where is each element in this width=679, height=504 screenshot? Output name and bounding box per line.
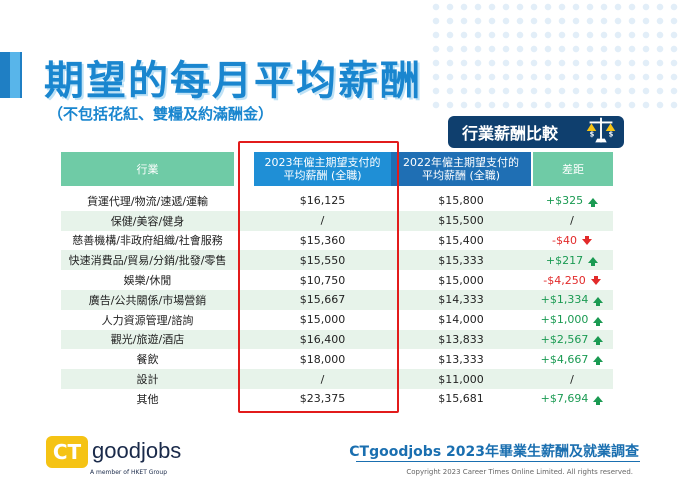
cell-industry: 娛樂/休閒 [123,274,172,288]
cell-difference: / [531,214,613,227]
cell-difference: +$1,000 [531,313,613,326]
page-title: 期望的每月平均薪酬 [44,58,422,104]
difference-value: +$217 [545,253,584,267]
table-row: 貨運代理/物流/速遞/運輸 $16,125 $15,800 +$325 [61,191,613,211]
badge-label: 行業薪酬比較 [462,124,559,143]
table-row: 餐飲 $18,000 $13,333 +$4,667 [61,349,613,369]
cell-2022-salary: $15,400 [438,233,484,247]
difference-value: +$7,694 [540,392,589,406]
cell-industry: 人力資源管理/諮詢 [101,313,194,327]
column-header-industry: 行業 [61,152,234,186]
difference-value: -$40 [552,233,577,247]
table-row: 人力資源管理/諮詢 $15,000 $14,000 +$1,000 [61,310,613,330]
column-header-2022: 2022年僱主期望支付的 平均薪酬 (全職) [391,152,531,186]
arrow-up-icon [593,356,604,366]
arrow-up-icon [588,257,599,267]
cell-difference: -$40 [531,234,613,247]
copyright-text: Copyright 2023 Career Times Online Limit… [406,468,633,476]
arrow-up-icon [593,336,604,346]
table-row: 快速消費品/貿易/分銷/批發/零售 $15,550 $15,333 +$217 [61,250,613,271]
cell-industry: 保健/美容/健身 [110,214,185,228]
cell-2023-salary: $16,125 [299,194,346,208]
cell-industry: 貨運代理/物流/速遞/運輸 [86,194,209,208]
cell-2022-salary: $13,333 [438,352,484,366]
cell-difference: +$7,694 [531,392,613,405]
cell-2022-salary: $15,500 [438,214,484,228]
table-row: 保健/美容/健身 / $15,500 / [61,210,613,231]
cell-difference: +$2,567 [531,333,613,346]
money-scale-icon: $ $ [586,117,616,143]
column-header-2023: 2023年僱主期望支付的 平均薪酬 (全職) [254,152,391,186]
cell-2023-salary: $15,667 [299,293,346,307]
cell-2022-salary: $15,333 [438,253,484,267]
survey-title: CTgoodjobs 2023年畢業生薪酬及就業調查 [349,444,639,460]
svg-text:$: $ [590,131,595,139]
cell-2022-salary: $13,833 [438,332,484,346]
title-accent-bar-light [10,52,20,98]
logo-member-text: A member of HKET Group [90,469,168,476]
difference-value: +$4,667 [540,352,589,366]
table-row: 觀光/旅遊/酒店 $16,400 $13,833 +$2,567 [61,329,613,350]
cell-2023-salary: $10,750 [299,273,346,287]
logo-ct-mark: CT [46,436,88,468]
cell-industry: 慈善機構/非政府組織/社會服務 [72,234,223,248]
difference-value: / [570,214,574,228]
table-header: 行業 2023年僱主期望支付的 平均薪酬 (全職) 2022年僱主期望支付的 平… [61,152,613,188]
background-dot-pattern [429,0,679,110]
page-subtitle: （不包括花紅、雙糧及約滿酬金） [48,105,274,123]
arrow-down-icon [590,276,601,286]
difference-value: -$4,250 [543,273,586,287]
cell-2023-salary: $23,375 [299,392,346,406]
cell-industry: 餐飲 [136,353,159,367]
cell-2022-salary: $15,000 [438,273,484,287]
cell-2022-salary: $14,000 [438,313,484,327]
arrow-up-icon [593,296,604,306]
arrow-up-icon [593,395,604,405]
cell-2023-salary: $15,360 [299,233,346,247]
difference-value: +$1,334 [540,293,589,307]
table-row: 娛樂/休閒 $10,750 $15,000 -$4,250 [61,270,613,290]
cell-2023-salary: $18,000 [299,352,346,366]
cell-2023-salary: $15,550 [299,253,346,267]
cell-2022-salary: $14,333 [438,293,484,307]
difference-value: +$325 [545,194,584,208]
logo-wordmark: goodjobs [92,438,182,463]
cell-industry: 快速消費品/貿易/分銷/批發/零售 [68,254,227,268]
arrow-up-icon [588,197,599,207]
cell-industry: 觀光/旅遊/酒店 [110,333,185,347]
table-row: 廣告/公共關係/市場營銷 $15,667 $14,333 +$1,334 [61,289,613,310]
svg-text:$: $ [609,131,614,139]
highlight-2023-column [238,141,399,413]
ctgoodjobs-logo: CT goodjobs A member of HKET Group [46,436,186,486]
cell-2022-salary: $15,800 [438,194,484,208]
cell-difference: / [531,373,613,386]
table-body: 貨運代理/物流/速遞/運輸 $16,125 $15,800 +$325 保健/美容/健身… [61,191,613,409]
cell-difference: +$1,334 [531,293,613,306]
difference-value: / [570,372,574,386]
arrow-down-icon [581,236,592,246]
cell-difference: -$4,250 [531,274,613,287]
cell-difference: +$217 [531,254,613,267]
footer-divider [356,461,640,462]
cell-difference: +$325 [531,194,613,207]
industry-comparison-badge: 行業薪酬比較 $ $ [448,116,624,148]
cell-2022-salary: $11,000 [438,372,484,386]
table-row: 其他 $23,375 $15,681 +$7,694 [61,389,613,409]
cell-industry: 其他 [136,392,159,406]
table-row: 慈善機構/非政府組織/社會服務 $15,360 $15,400 -$40 [61,231,613,251]
table-row: 設計 / $11,000 / [61,369,613,389]
difference-value: +$1,000 [540,313,589,327]
cell-difference: +$4,667 [531,353,613,366]
salary-comparison-table: 行業 2023年僱主期望支付的 平均薪酬 (全職) 2022年僱主期望支付的 平… [61,152,613,409]
cell-2023-salary: $16,400 [299,332,346,346]
arrow-up-icon [593,316,604,326]
cell-2023-salary: / [320,214,325,228]
cell-2023-salary: / [320,372,325,386]
cell-industry: 設計 [136,373,159,387]
difference-value: +$2,567 [540,332,589,346]
column-header-difference: 差距 [533,152,613,186]
cell-2023-salary: $15,000 [299,313,346,327]
cell-industry: 廣告/公共關係/市場營銷 [88,293,207,307]
cell-2022-salary: $15,681 [438,392,484,406]
